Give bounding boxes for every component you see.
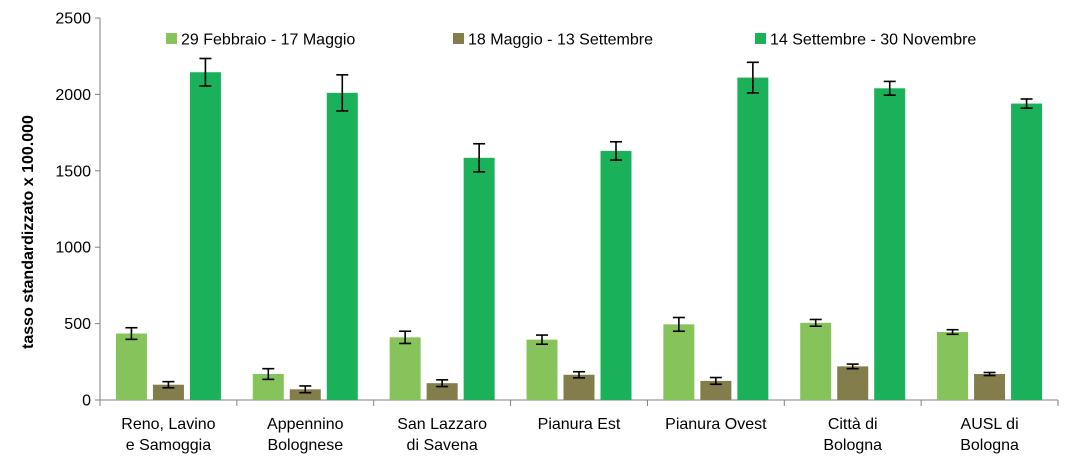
legend: 29 Febbraio - 17 Maggio 18 Maggio - 13 Se… [166,32,976,49]
y-tick-label: 2500 [55,11,91,28]
y-tick-label: 2000 [55,87,91,104]
x-tick-label-line: AUSL di [961,416,1019,433]
x-tick-label: San Lazzaro di Savena [397,416,487,454]
y-tick-label: 0 [82,393,91,410]
x-tick-label: Città di Bologna [823,416,882,454]
bar [426,383,458,400]
legend-label: 14 Settembre - 30 Novembre [770,32,976,49]
bars [115,57,1043,401]
bar [1011,103,1043,401]
bar [563,374,595,400]
bar [463,157,495,400]
y-tick-label: 1500 [55,163,91,180]
bar [937,332,969,400]
y-axis-label: tasso standardizzato x 100.000 [20,115,37,349]
x-tick-label: Reno, Lavino e Samoggia [121,416,215,454]
x-tick-label-line: di Savena [407,437,478,454]
bar [700,380,732,400]
legend-swatch [755,33,766,44]
x-tick-label-line: San Lazzaro [397,416,487,433]
x-tick-label: AUSL di Bologna [960,416,1019,454]
x-tick-label-line: Pianura Est [538,416,621,433]
legend-label: 18 Maggio - 13 Settembre [468,32,653,49]
bar [326,92,358,400]
x-tick-label-line: Città di [828,416,878,433]
legend-swatch [166,33,177,44]
y-tick-label: 500 [64,316,91,333]
bar [189,72,221,400]
x-tick-label-line: Bologna [823,437,882,454]
x-tick-label: Appennino Bolognese [267,416,344,454]
x-tick-label-line: Bolognese [267,437,343,454]
bar [874,88,906,401]
bar [600,150,632,400]
x-tick-label-line: Appennino [267,416,344,433]
bar [837,366,869,400]
bar [663,324,695,400]
y-tick-label: 1000 [55,240,91,257]
x-tick-label: Pianura Est [538,416,621,433]
bar [115,333,147,400]
bar [289,389,321,400]
bar [800,322,832,400]
bar [152,384,184,400]
x-tick-label-line: e Samoggia [126,437,211,454]
bar [526,339,558,400]
bar [737,77,769,400]
legend-swatch [453,33,464,44]
x-tick-label-line: Pianura Ovest [665,416,767,433]
x-tick-label-line: Bologna [960,437,1019,454]
x-tick-label: Pianura Ovest [665,416,767,433]
bar [974,374,1006,400]
bar [389,337,421,400]
x-tick-label-line: Reno, Lavino [121,416,215,433]
legend-label: 29 Febbraio - 17 Maggio [181,32,355,49]
